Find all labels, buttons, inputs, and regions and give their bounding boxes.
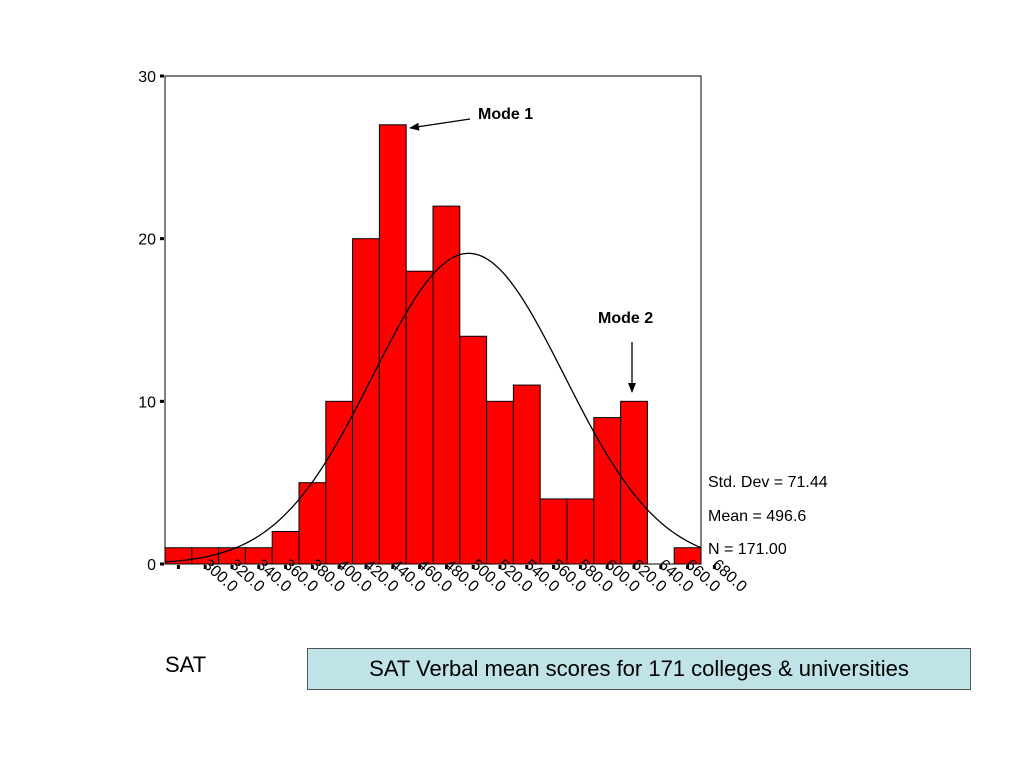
y-tick-label: 10 — [138, 394, 156, 411]
x-tick-mark — [605, 565, 609, 569]
y-tick-label: 30 — [138, 69, 156, 86]
x-tick-mark — [337, 565, 341, 569]
std-dev-label: Std. Dev = 71.44 — [708, 474, 828, 491]
y-tick-mark — [160, 237, 164, 241]
x-tick-mark — [552, 565, 556, 569]
x-tick-mark — [632, 565, 636, 569]
histogram-bar — [325, 400, 354, 565]
mode-1-annotation: Mode 1 — [478, 106, 533, 123]
x-tick-mark — [257, 565, 261, 569]
histogram-bar — [486, 400, 514, 565]
normal-curve — [164, 252, 702, 563]
bars-group — [164, 124, 702, 565]
x-tick-mark — [364, 565, 368, 569]
mode-2-annotation: Mode 2 — [598, 310, 653, 327]
histogram-bar — [352, 238, 380, 565]
x-axis-title: SAT — [165, 652, 207, 677]
plot-frame — [164, 75, 702, 565]
x-tick-mark — [498, 565, 502, 569]
y-tick-mark — [160, 562, 164, 566]
histogram-bar — [566, 498, 595, 565]
x-tick-mark — [310, 565, 314, 569]
x-tick-mark — [686, 565, 690, 569]
y-axis: 0 10 20 30 — [138, 69, 164, 574]
histogram-bar — [378, 124, 407, 565]
caption-box: SAT Verbal mean scores for 171 colleges … — [307, 648, 971, 690]
x-tick-mark — [659, 565, 663, 569]
x-tick-mark — [230, 565, 234, 569]
histogram-bar — [405, 270, 434, 565]
x-tick-mark — [578, 565, 582, 569]
histogram-bar — [459, 335, 488, 565]
y-tick-label: 20 — [138, 232, 156, 249]
x-tick-mark — [712, 565, 716, 569]
mode-1-arrow — [409, 118, 471, 131]
x-tick-mark — [525, 565, 529, 569]
x-tick-mark — [203, 565, 207, 569]
x-tick-mark — [444, 565, 448, 569]
x-tick-mark — [284, 565, 288, 569]
y-tick-mark — [160, 74, 164, 78]
x-tick-mark — [391, 565, 395, 569]
x-tick-mark — [418, 565, 422, 569]
x-tick-mark — [176, 565, 180, 569]
histogram-bar — [512, 384, 541, 565]
histogram-bar — [539, 498, 568, 565]
x-tick-mark — [471, 565, 475, 569]
histogram-bar — [432, 205, 461, 565]
mean-label: Mean = 496.6 — [708, 508, 806, 525]
n-label: N = 171.00 — [708, 541, 787, 558]
histogram-bar — [271, 530, 300, 565]
y-tick-label: 0 — [147, 557, 156, 574]
y-tick-mark — [160, 399, 164, 403]
